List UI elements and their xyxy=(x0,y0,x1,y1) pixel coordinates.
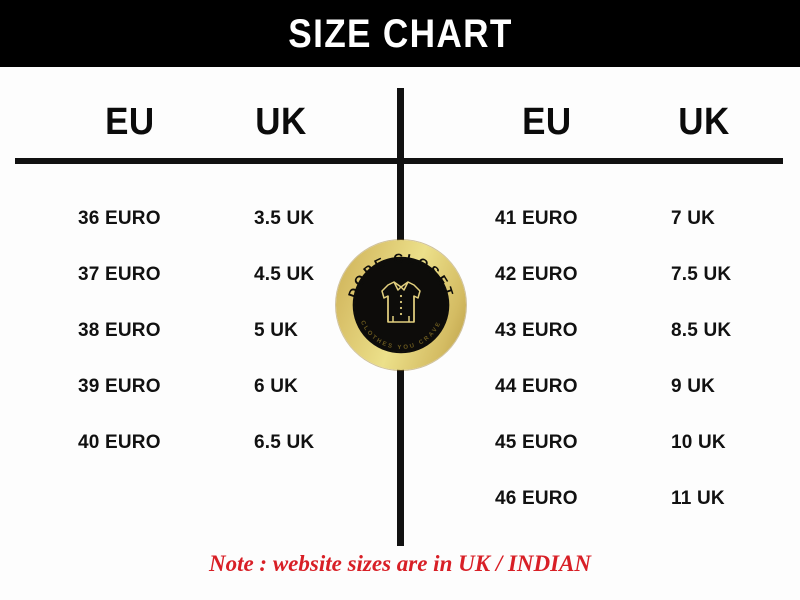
table-row: 42 EURO 7.5 UK xyxy=(495,246,800,302)
table-row: 44 EURO 9 UK xyxy=(495,358,800,414)
cell-eu: 39 EURO xyxy=(78,375,161,397)
column-header-right-uk: UK xyxy=(678,101,730,143)
shirt-buttons-icon xyxy=(399,294,403,316)
cell-uk: 7.5 UK xyxy=(671,263,732,285)
cell-uk: 10 UK xyxy=(671,431,726,453)
cell-uk: 4.5 UK xyxy=(254,263,315,285)
right-size-table: 41 EURO 7 UK 42 EURO 7.5 UK 43 EURO 8.5 … xyxy=(495,190,800,526)
cell-eu: 46 EURO xyxy=(495,487,578,509)
logo-bottom-text: CLOTHES YOU CRAVE xyxy=(359,320,443,351)
table-row: 39 EURO 6 UK xyxy=(78,358,408,414)
table-row: 36 EURO 3.5 UK xyxy=(78,190,408,246)
cell-uk: 11 UK xyxy=(671,487,725,509)
table-row: 40 EURO 6.5 UK xyxy=(78,414,408,470)
cell-uk: 9 UK xyxy=(671,375,716,397)
cell-eu: 41 EURO xyxy=(495,207,578,229)
cell-eu: 45 EURO xyxy=(495,431,578,453)
cell-eu: 42 EURO xyxy=(495,263,578,285)
cell-uk: 7 UK xyxy=(671,207,716,229)
table-row: 37 EURO 4.5 UK xyxy=(78,246,408,302)
table-row: 38 EURO 5 UK xyxy=(78,302,408,358)
column-header-left-uk: UK xyxy=(255,101,307,143)
logo-inner-circle xyxy=(354,258,448,352)
cell-uk: 3.5 UK xyxy=(254,207,315,229)
footer-note: Note : website sizes are in UK / INDIAN xyxy=(208,551,592,576)
logo-ring-outline xyxy=(352,256,450,354)
table-row: 41 EURO 7 UK xyxy=(495,190,800,246)
table-row: 46 EURO 11 UK xyxy=(495,470,800,526)
cell-eu: 40 EURO xyxy=(78,431,161,453)
table-row: 43 EURO 8.5 UK xyxy=(495,302,800,358)
cell-eu: 43 EURO xyxy=(495,319,578,341)
cell-uk: 8.5 UK xyxy=(671,319,732,341)
shirt-icon xyxy=(381,281,421,323)
cell-eu: 38 EURO xyxy=(78,319,161,341)
left-size-table: 36 EURO 3.5 UK 37 EURO 4.5 UK 38 EURO 5 … xyxy=(78,190,408,470)
cell-uk: 6 UK xyxy=(254,375,299,397)
table-row: 45 EURO 10 UK xyxy=(495,414,800,470)
cell-eu: 36 EURO xyxy=(78,207,161,229)
brand-logo-badge: DOPE CLOSET CLOTHES YOU CRAVE xyxy=(336,240,466,370)
cell-uk: 6.5 UK xyxy=(254,431,315,453)
page-title: SIZE CHART xyxy=(287,11,513,56)
cell-eu: 37 EURO xyxy=(78,263,161,285)
column-header-left-eu: EU xyxy=(105,101,155,143)
column-header-right-eu: EU xyxy=(522,101,572,143)
logo-svg: DOPE CLOSET CLOTHES YOU CRAVE xyxy=(345,251,457,354)
cell-uk: 5 UK xyxy=(254,319,299,341)
logo-top-text: DOPE CLOSET xyxy=(345,251,457,300)
header-bar: SIZE CHART xyxy=(0,0,800,67)
cell-eu: 44 EURO xyxy=(495,375,578,397)
